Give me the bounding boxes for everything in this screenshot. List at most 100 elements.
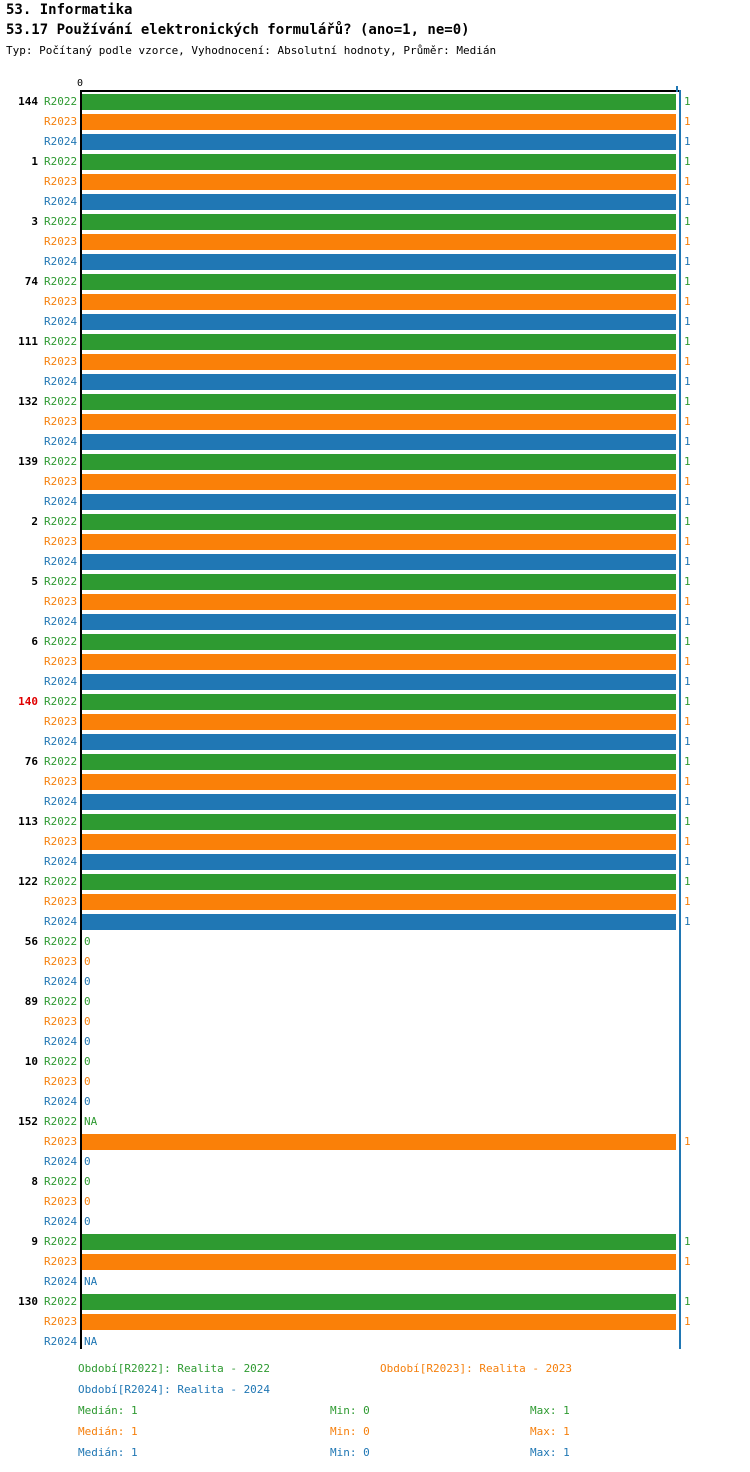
bar-value-label: 1 bbox=[684, 1315, 691, 1328]
bar-row-series-label: R2024 bbox=[44, 1275, 78, 1288]
bar-value-label: 1 bbox=[684, 675, 691, 688]
bar-group: 56 R2022 0 R2023 0 R2024 0 bbox=[0, 932, 750, 992]
bar-value-label: 1 bbox=[684, 695, 691, 708]
chart-title: 53.17 Používání elektronických formulářů… bbox=[6, 22, 470, 38]
legend-row: Období[R2024]: Realita - 2024 bbox=[0, 1383, 750, 1404]
bar-group: 8 R2022 0 R2023 0 R2024 0 bbox=[0, 1172, 750, 1232]
bar bbox=[82, 394, 676, 410]
bar-group-label: 56 bbox=[24, 935, 38, 948]
bar-group-label: 140 bbox=[18, 695, 38, 708]
bar-row: R2022 NA bbox=[0, 1112, 750, 1132]
bar-value-label: 1 bbox=[684, 255, 691, 268]
bar bbox=[82, 734, 676, 750]
bar-value-label: 1 bbox=[684, 615, 691, 628]
bar bbox=[82, 854, 676, 870]
bar-row-series-label: R2022 bbox=[44, 1055, 78, 1068]
x-axis-line bbox=[80, 90, 681, 92]
bar-value-label: NA bbox=[84, 1115, 98, 1128]
bar-row: R2023 0 bbox=[0, 952, 750, 972]
bar-value-label: 1 bbox=[684, 135, 691, 148]
bar bbox=[82, 1294, 676, 1310]
bar bbox=[82, 414, 676, 430]
bar bbox=[82, 514, 676, 530]
bar-row-series-label: R2022 bbox=[44, 755, 78, 768]
bar-group-label: 74 bbox=[24, 275, 38, 288]
bar-group: 5 R2022 1 R2023 1 R2024 1 bbox=[0, 572, 750, 632]
bar-row-series-label: R2024 bbox=[44, 135, 78, 148]
legend-stats-row: Medián: 1 Min: 0 Max: 1 bbox=[0, 1404, 750, 1425]
bar-group-label: 8 bbox=[31, 1175, 38, 1188]
bar-value-label: 1 bbox=[684, 415, 691, 428]
bar-row-series-label: R2022 bbox=[44, 335, 78, 348]
bar-value-label: 1 bbox=[684, 275, 691, 288]
bar-group: 76 R2022 1 R2023 1 R2024 1 bbox=[0, 752, 750, 812]
bar bbox=[82, 894, 676, 910]
bar-value-label: 1 bbox=[684, 815, 691, 828]
bar bbox=[82, 474, 676, 490]
bar-row: R2023 1 bbox=[0, 232, 750, 252]
bar-row-series-label: R2022 bbox=[44, 635, 78, 648]
bar-row-series-label: R2023 bbox=[44, 115, 78, 128]
bar-row: R2023 1 bbox=[0, 292, 750, 312]
bar bbox=[82, 374, 676, 390]
bar-row: R2022 1 bbox=[0, 572, 750, 592]
bar-row-series-label: R2024 bbox=[44, 915, 78, 928]
bar-chart-plot-area: 0 144 R2022 1 R2023 1 R2024 1 1 R2022 1 R2023 1 R202… bbox=[0, 78, 750, 1349]
bar-group-label: 130 bbox=[18, 1295, 38, 1308]
bar-row-series-label: R2024 bbox=[44, 1035, 78, 1048]
legend-series-entry: Období[R2022]: Realita - 2022 bbox=[78, 1362, 271, 1375]
bar-row: R2023 1 bbox=[0, 1312, 750, 1332]
bar-row: R2023 1 bbox=[0, 712, 750, 732]
bar-row: R2022 1 bbox=[0, 1292, 750, 1312]
bar-row: R2024 0 bbox=[0, 972, 750, 992]
bar-value-label: 1 bbox=[684, 575, 691, 588]
bar-value-label: 1 bbox=[684, 295, 691, 308]
bar-row: R2024 0 bbox=[0, 1152, 750, 1172]
bar-row-series-label: R2022 bbox=[44, 995, 78, 1008]
bar-value-label: 1 bbox=[684, 495, 691, 508]
bar-value-label: 0 bbox=[84, 1075, 91, 1088]
bar-row-series-label: R2024 bbox=[44, 1215, 78, 1228]
bar-row: R2024 1 bbox=[0, 192, 750, 212]
bar-value-label: 1 bbox=[684, 515, 691, 528]
bar-row: R2023 1 bbox=[0, 412, 750, 432]
bar-row-series-label: R2022 bbox=[44, 1235, 78, 1248]
bar bbox=[82, 774, 676, 790]
bar bbox=[82, 594, 676, 610]
bar-row-series-label: R2022 bbox=[44, 1175, 78, 1188]
bar bbox=[82, 714, 676, 730]
bar-row-series-label: R2022 bbox=[44, 515, 78, 528]
bar-row: R2024 0 bbox=[0, 1212, 750, 1232]
bar-row: R2023 0 bbox=[0, 1192, 750, 1212]
x-axis-tick-label-zero: 0 bbox=[77, 78, 84, 89]
bar-value-label: 0 bbox=[84, 935, 91, 948]
bar-value-label: 1 bbox=[684, 1295, 691, 1308]
bar-group: 2 R2022 1 R2023 1 R2024 1 bbox=[0, 512, 750, 572]
bar-group-label: 113 bbox=[18, 815, 38, 828]
bar-value-label: 1 bbox=[684, 795, 691, 808]
bar bbox=[82, 634, 676, 650]
bar bbox=[82, 1314, 676, 1330]
bar-row-series-label: R2023 bbox=[44, 1015, 78, 1028]
page-title: 53. Informatika bbox=[6, 2, 133, 18]
bar bbox=[82, 1254, 676, 1270]
legend-stats-row: Medián: 1 Min: 0 Max: 1 bbox=[0, 1425, 750, 1446]
bar bbox=[82, 274, 676, 290]
bar-row: R2023 1 bbox=[0, 832, 750, 852]
bar-value-label: 1 bbox=[684, 1235, 691, 1248]
bar-row-series-label: R2023 bbox=[44, 895, 78, 908]
legend-stat-min: Min: 0 bbox=[330, 1425, 370, 1438]
bar-value-label: 1 bbox=[684, 595, 691, 608]
bar-row: R2022 1 bbox=[0, 512, 750, 532]
bar-row-series-label: R2022 bbox=[44, 215, 78, 228]
bar bbox=[82, 454, 676, 470]
bar-value-label: 1 bbox=[684, 735, 691, 748]
bar-group-label: 132 bbox=[18, 395, 38, 408]
bar-row-series-label: R2023 bbox=[44, 475, 78, 488]
bar-row: R2023 1 bbox=[0, 172, 750, 192]
bar-group: 113 R2022 1 R2023 1 R2024 1 bbox=[0, 812, 750, 872]
bar-row-series-label: R2023 bbox=[44, 1075, 78, 1088]
legend-series-entry: Období[R2023]: Realita - 2023 bbox=[380, 1362, 573, 1375]
bar-value-label: 0 bbox=[84, 1175, 91, 1188]
bar-row-series-label: R2024 bbox=[44, 675, 78, 688]
